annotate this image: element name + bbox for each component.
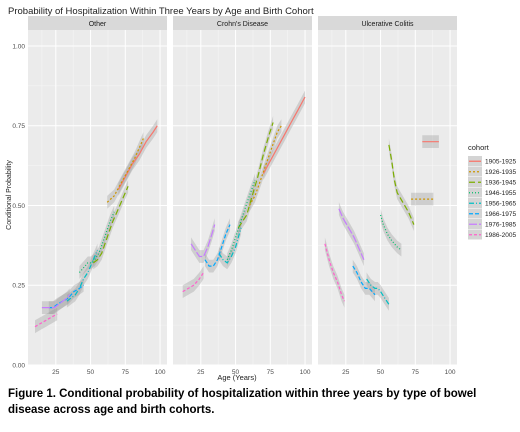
series-line-1966-1975 <box>204 224 231 267</box>
confidence-band <box>93 180 129 270</box>
y-axis-label: Conditional Probability <box>6 160 13 230</box>
series-line-1936-1945 <box>388 144 415 225</box>
confidence-band <box>218 221 242 270</box>
series-line-1956-1965 <box>366 278 390 305</box>
confidence-band <box>191 218 215 263</box>
series-line-1946-1955 <box>380 214 402 251</box>
y-tick-label: 0.25 <box>12 283 25 290</box>
series-line-1905-1925 <box>262 96 306 174</box>
confidence-band <box>338 202 364 267</box>
confidence-band <box>182 266 204 298</box>
x-tick-label: 25 <box>197 369 205 376</box>
series-line-1976-1985 <box>41 294 71 309</box>
legend-label: 1905-1925 <box>485 159 516 166</box>
x-axis-label: Age (Years) <box>217 373 257 382</box>
confidence-band <box>411 192 434 206</box>
y-tick-label: 0.75 <box>12 123 25 130</box>
x-tick-label: 50 <box>87 369 95 376</box>
panel-crohn-s-disease: Crohn's Disease 25 50 75 100 <box>173 16 312 376</box>
confidence-band <box>324 237 345 308</box>
series-line-1966-1975 <box>352 265 376 296</box>
confidence-band <box>388 138 414 231</box>
y-tick-label: 0.00 <box>12 363 25 370</box>
confidence-band <box>380 208 402 257</box>
series-line-1976-1985 <box>190 224 216 258</box>
confidence-band <box>249 119 282 212</box>
x-tick-label: 75 <box>267 369 275 376</box>
panel-other: Other 25 50 75 100 <box>28 16 167 376</box>
facet-strip <box>173 16 312 30</box>
confidence-band <box>118 119 158 196</box>
facet-strip <box>318 16 457 30</box>
legend-title: cohort <box>468 143 490 152</box>
x-tick-label: 100 <box>445 369 456 376</box>
x-tick-label: 100 <box>300 369 311 376</box>
series-line-1986-2005 <box>324 243 345 302</box>
x-tick-label: 100 <box>155 369 166 376</box>
series-line-1986-2005 <box>34 313 58 328</box>
x-tick-label: 25 <box>342 369 350 376</box>
series-line-1946-1955 <box>78 211 115 273</box>
x-tick-label: 50 <box>377 369 385 376</box>
chart-title: Probability of Hospitalization Within Th… <box>8 6 314 17</box>
facet-label: Other <box>89 21 107 28</box>
series-line-1926-1935 <box>248 125 282 206</box>
x-tick-label: 50 <box>232 369 240 376</box>
legend-label: 1926-1935 <box>485 169 516 176</box>
facet-label: Crohn's Disease <box>217 21 268 28</box>
confidence-band <box>79 205 115 279</box>
y-tick-labels: 0.00 0.25 0.50 0.75 1.00 <box>12 43 25 369</box>
confidence-band <box>352 259 375 302</box>
series-line-1936-1945 <box>92 186 129 264</box>
series-line-1956-1965 <box>218 227 242 264</box>
legend-label: 1986-2005 <box>485 232 516 239</box>
x-tick-label: 75 <box>412 369 420 376</box>
confidence-band <box>366 272 389 311</box>
figure-caption: Figure 1. Conditional probability of hos… <box>8 388 477 416</box>
y-tick-label: 1.00 <box>12 43 25 50</box>
legend-label: 1946-1955 <box>485 190 516 197</box>
x-tick-label: 75 <box>122 369 130 376</box>
y-tick-label: 0.50 <box>12 203 25 210</box>
legend-key <box>468 198 482 208</box>
legend-label: 1976-1985 <box>485 222 516 229</box>
facet-strip <box>28 16 167 30</box>
plot-background <box>318 30 457 365</box>
facet-label: Ulcerative Colitis <box>361 21 414 28</box>
legend: cohort 1905-1925 1926-1935 1936-1945 1946-1… <box>468 143 516 240</box>
series-line-1936-1945 <box>237 122 274 229</box>
confidence-band <box>205 218 230 273</box>
plot-background <box>173 30 312 365</box>
legend-label: 1956-1965 <box>485 201 516 208</box>
legend-label: 1966-1975 <box>485 211 516 218</box>
confidence-band <box>107 132 144 209</box>
series-line-1905-1925 <box>117 125 158 190</box>
panel-ulcerative-colitis: Ulcerative Colitis 25 50 75 100 <box>318 16 457 376</box>
legend-label: 1936-1945 <box>485 180 516 187</box>
confidence-band <box>238 116 274 235</box>
series-line-1986-2005 <box>182 272 205 293</box>
series-line-1926-1935 <box>106 138 144 203</box>
series-line-1976-1985 <box>338 208 365 260</box>
x-tick-label: 25 <box>52 369 60 376</box>
series-line-1956-1965 <box>66 249 99 302</box>
chart: Probability of Hospitalization Within Th… <box>6 6 516 382</box>
